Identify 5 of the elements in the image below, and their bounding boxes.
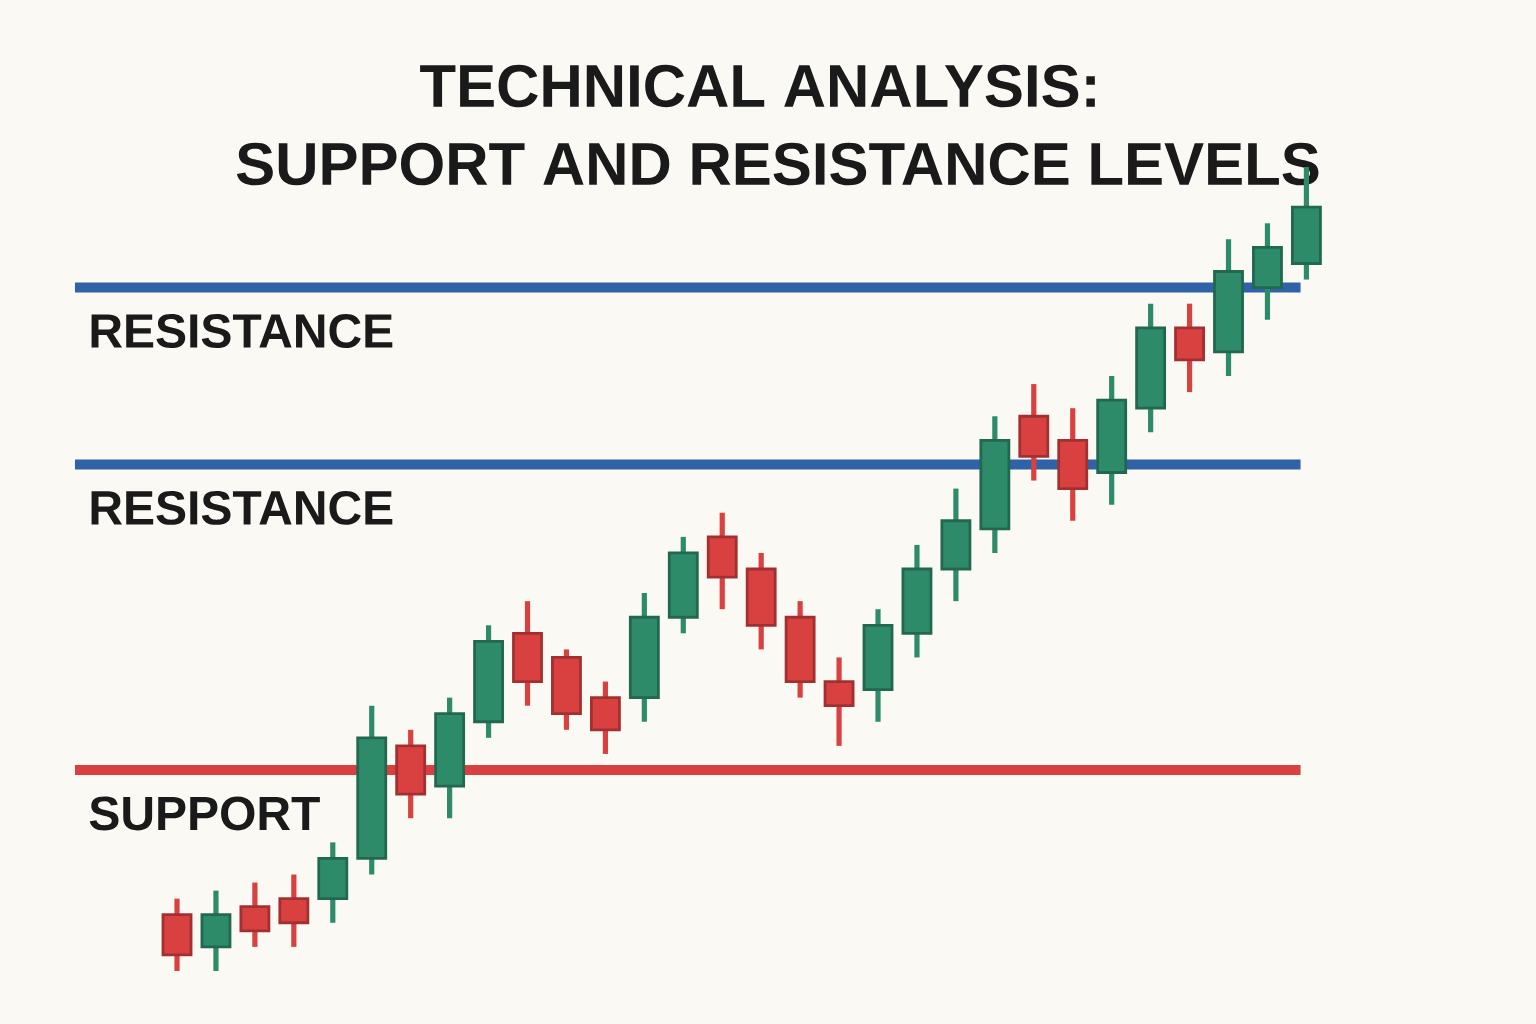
ref-line-label: RESISTANCE — [91, 314, 393, 348]
ref-line-label: SUPPORT — [89, 796, 320, 831]
chart-title: TECHNICAL ANALYSIS: — [420, 64, 1095, 108]
chart-subtitle: SUPPORT AND RESISTANCE LEVELS — [236, 142, 1319, 186]
ref-line-label: RESISTANCE — [91, 490, 393, 525]
